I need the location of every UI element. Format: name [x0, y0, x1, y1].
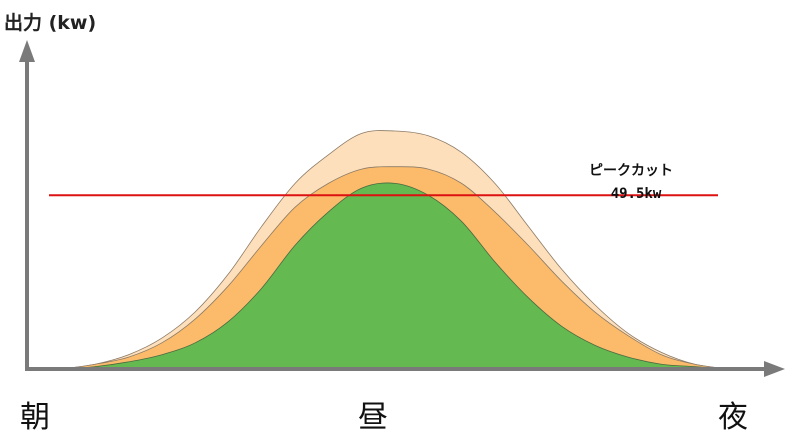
- x-tick-morning: 朝: [20, 400, 50, 435]
- y-axis-label: 出力 (kw): [4, 12, 97, 34]
- series-inner-area: [61, 182, 729, 370]
- x-tick-noon: 昼: [358, 400, 388, 435]
- x-axis-arrow-icon: [764, 361, 785, 377]
- y-axis-arrow-icon: [19, 40, 35, 62]
- peak-cut-value: 49.5kw: [610, 186, 662, 202]
- x-tick-night: 夜: [718, 400, 748, 435]
- peak-cut-label: ピークカット: [589, 163, 673, 179]
